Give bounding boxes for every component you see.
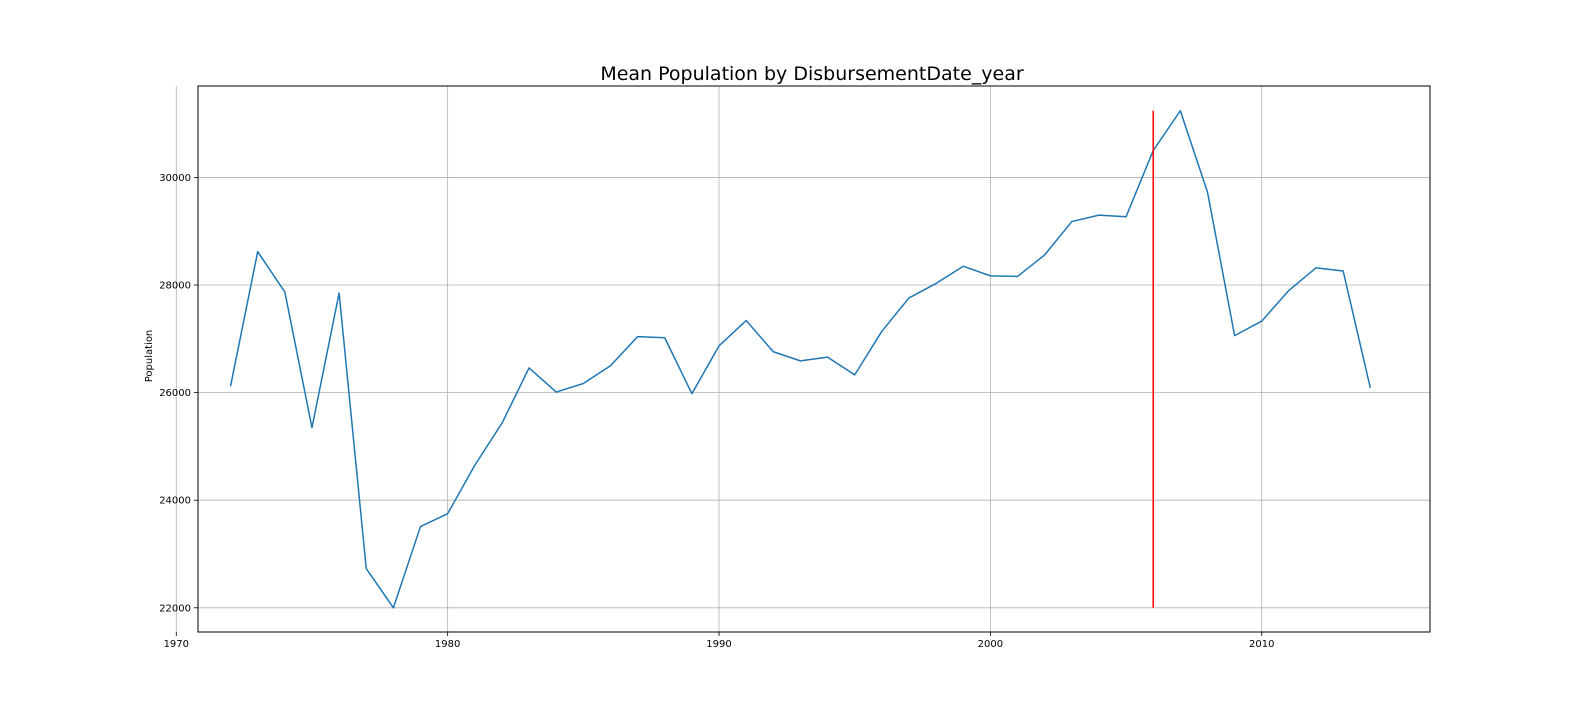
x-tick-label: 2000 [978, 639, 1003, 650]
series-line [229, 109, 1372, 609]
y-tick-label: 24000 [159, 496, 191, 507]
series-layer [229, 109, 1372, 609]
x-tick-label: 1990 [706, 639, 731, 650]
y-axis-ticks: 22000 24000 26000 28000 30000 [159, 173, 198, 614]
y-axis-label: Population [144, 330, 155, 383]
chart-title: Mean Population by DisbursementDate_year [600, 63, 1024, 85]
x-axis-ticks: 1970 1980 1990 2000 2010 [164, 632, 1274, 650]
y-tick-label: 22000 [159, 603, 191, 614]
x-tick-label: 1980 [435, 639, 460, 650]
y-tick-label: 28000 [159, 281, 191, 292]
y-tick-label: 30000 [159, 173, 191, 184]
x-tick-label: 2010 [1249, 639, 1274, 650]
plot-frame [197, 85, 1431, 633]
x-tick-label: 1970 [164, 639, 189, 650]
y-tick-label: 26000 [159, 388, 191, 399]
